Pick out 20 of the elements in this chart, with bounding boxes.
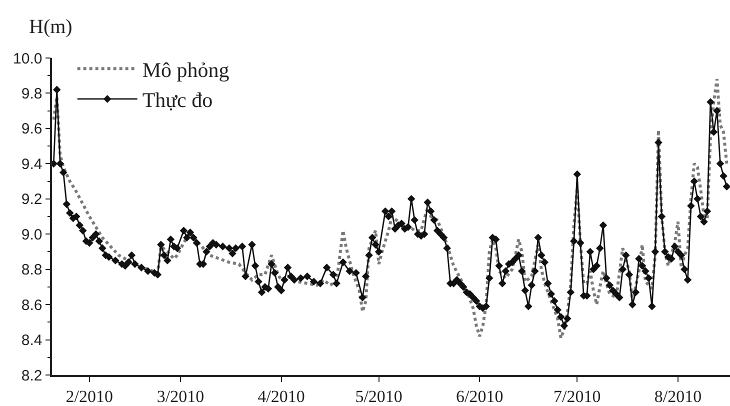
y-tick-label: 8.8 xyxy=(21,262,42,279)
x-tick-label: 8/2010 xyxy=(654,387,702,406)
y-tick-label: 9.0 xyxy=(21,226,42,244)
x-tick-label: 4/2010 xyxy=(258,387,305,406)
legend-label: Thực đo xyxy=(142,88,213,112)
y-tick-label: 9.6 xyxy=(21,120,42,138)
y-tick-label: 8.2 xyxy=(21,367,42,384)
x-tick-label: 3/2010 xyxy=(156,387,204,406)
y-tick-label: 10.0 xyxy=(13,50,42,68)
y-tick-label: 9.8 xyxy=(21,85,42,102)
y-tick-label: 9.2 xyxy=(21,191,42,208)
x-tick-label: 6/2010 xyxy=(456,387,504,406)
legend-label: Mô phỏng xyxy=(142,58,230,82)
x-tick-label: 7/2010 xyxy=(554,387,601,406)
y-axis-title: H(m) xyxy=(29,16,72,38)
y-tick-label: 9.4 xyxy=(21,156,42,173)
y-tick-label: 8.6 xyxy=(21,296,42,314)
x-tick-label: 2/2010 xyxy=(66,387,114,406)
y-tick-label: 8.4 xyxy=(21,332,42,350)
x-tick-label: 5/2010 xyxy=(355,387,402,406)
